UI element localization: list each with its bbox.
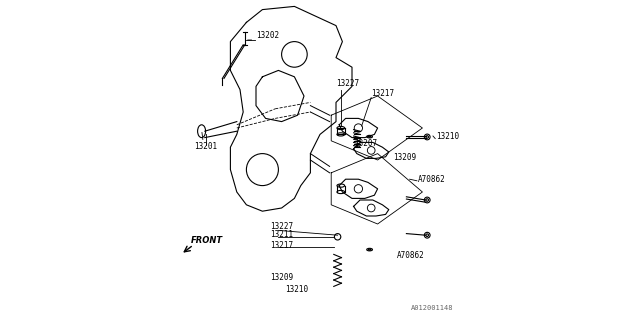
Text: 13207: 13207 [355, 139, 378, 148]
Text: 13201: 13201 [195, 142, 218, 151]
Text: A70862: A70862 [418, 175, 445, 184]
Text: 13210: 13210 [285, 285, 308, 294]
Text: 13227: 13227 [336, 79, 359, 88]
Text: A012001148: A012001148 [411, 305, 453, 311]
Text: 13217: 13217 [371, 89, 394, 98]
Text: 13209: 13209 [270, 273, 294, 282]
Text: 13209: 13209 [393, 153, 416, 162]
Text: 13202: 13202 [256, 31, 279, 40]
Text: 13211: 13211 [270, 230, 294, 239]
Text: 13227: 13227 [270, 222, 294, 231]
Text: 13210: 13210 [436, 132, 459, 140]
Text: 13217: 13217 [270, 241, 294, 250]
Text: FRONT: FRONT [191, 236, 223, 244]
Text: A70862: A70862 [397, 251, 424, 260]
